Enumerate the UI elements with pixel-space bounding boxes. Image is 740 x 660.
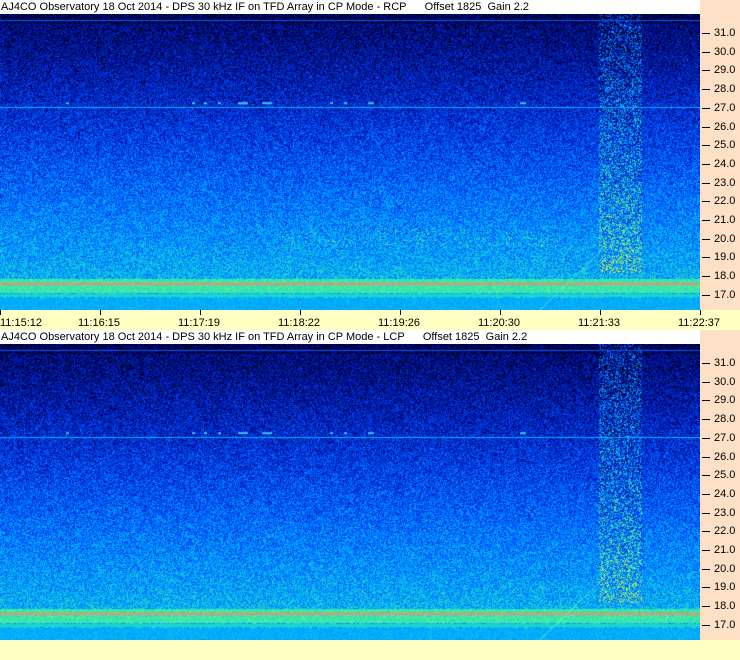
x-tick-label: 11:17:19 — [178, 317, 221, 329]
y-tick-label: 23.0 — [702, 177, 735, 189]
x-tick-mark — [0, 310, 1, 315]
rcp-frequency-axis: 31.0 30.0 29.0 28.0 27.0 26.0 25.0 24.0 23.0 22.0… — [700, 0, 740, 310]
rcp-title: AJ4CO Observatory 18 Oct 2014 - DPS 30 k… — [0, 0, 701, 14]
y-tick-label: 22.0 — [702, 525, 735, 537]
x-tick-mark — [500, 310, 501, 315]
y-tick-label: 20.0 — [702, 233, 735, 245]
rcp-spectrogram — [0, 14, 700, 310]
y-tick-label: 30.0 — [702, 46, 735, 58]
x-tick-label: 11:15:12 — [0, 317, 43, 329]
x-tick-label: 11:18:22 — [278, 317, 321, 329]
y-tick-label: 31.0 — [702, 27, 735, 39]
lcp-time-axis — [0, 640, 740, 660]
y-tick-label: 28.0 — [702, 413, 735, 425]
y-tick-label: 22.0 — [702, 195, 735, 207]
y-tick-label: 19.0 — [702, 581, 735, 593]
y-tick-label: 24.0 — [702, 488, 735, 500]
lcp-title: AJ4CO Observatory 18 Oct 2014 - DPS 30 k… — [0, 330, 701, 344]
y-tick-label: 25.0 — [702, 469, 735, 481]
x-tick-label: 11:22:37 — [678, 317, 721, 329]
y-tick-label: 21.0 — [702, 544, 735, 556]
x-tick-mark — [600, 310, 601, 315]
y-tick-label: 26.0 — [702, 451, 735, 463]
x-tick-mark — [100, 310, 101, 315]
y-tick-label: 20.0 — [702, 563, 735, 575]
lcp-spectrogram — [0, 344, 700, 640]
y-tick-label: 25.0 — [702, 139, 735, 151]
x-tick-label: 11:19:26 — [378, 317, 421, 329]
y-tick-label: 19.0 — [702, 251, 735, 263]
y-tick-label: 27.0 — [702, 432, 735, 444]
x-tick-mark — [400, 310, 401, 315]
time-axis: 11:15:12 11:16:15 11:17:19 11:18:22 11:19:26… — [0, 310, 740, 330]
y-tick-label: 26.0 — [702, 121, 735, 133]
y-tick-label: 18.0 — [702, 270, 735, 282]
y-tick-label: 24.0 — [702, 158, 735, 170]
x-tick-mark — [200, 310, 201, 315]
x-tick-label: 11:21:33 — [578, 317, 621, 329]
y-tick-label: 23.0 — [702, 507, 735, 519]
y-tick-label: 29.0 — [702, 64, 735, 76]
y-tick-label: 17.0 — [702, 619, 735, 631]
lcp-frequency-axis: 31.0 30.0 29.0 28.0 27.0 26.0 25.0 24.0 23.0 22.0… — [700, 330, 740, 640]
y-tick-label: 29.0 — [702, 394, 735, 406]
y-tick-label: 21.0 — [702, 214, 735, 226]
x-tick-mark — [300, 310, 301, 315]
y-tick-label: 17.0 — [702, 289, 735, 301]
x-tick-label: 11:20:30 — [478, 317, 521, 329]
x-tick-mark — [700, 310, 701, 315]
y-tick-label: 30.0 — [702, 376, 735, 388]
x-tick-label: 11:16:15 — [78, 317, 121, 329]
y-tick-label: 18.0 — [702, 600, 735, 612]
y-tick-label: 31.0 — [702, 357, 735, 369]
y-tick-label: 28.0 — [702, 83, 735, 95]
y-tick-label: 27.0 — [702, 102, 735, 114]
